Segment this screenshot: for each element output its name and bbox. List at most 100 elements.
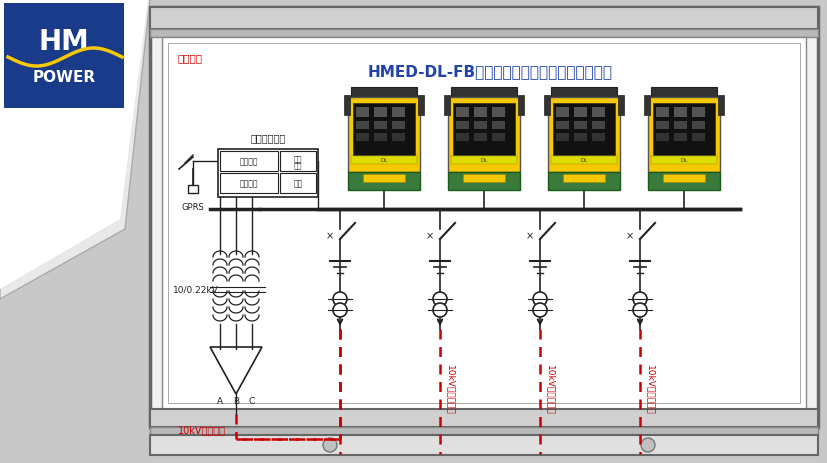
Text: DL: DL xyxy=(480,158,487,163)
Bar xyxy=(456,108,468,118)
Bar xyxy=(547,173,619,191)
Bar xyxy=(662,175,704,182)
Circle shape xyxy=(433,303,447,317)
Bar xyxy=(518,96,523,116)
Bar xyxy=(220,152,278,172)
Bar xyxy=(451,156,516,165)
Bar xyxy=(280,152,316,172)
Bar xyxy=(473,108,486,118)
Bar xyxy=(374,134,386,142)
Text: 10/0.22kV: 10/0.22kV xyxy=(173,285,218,294)
Bar xyxy=(543,96,549,116)
Bar xyxy=(150,8,817,427)
Bar xyxy=(352,104,414,156)
Circle shape xyxy=(332,303,347,317)
Bar xyxy=(356,134,369,142)
Circle shape xyxy=(632,292,646,307)
Bar xyxy=(491,108,504,118)
Bar xyxy=(648,173,719,191)
Bar xyxy=(648,98,719,173)
Bar xyxy=(552,104,614,156)
Bar xyxy=(452,104,514,156)
Bar xyxy=(655,134,668,142)
Bar xyxy=(391,108,404,118)
Bar xyxy=(691,134,704,142)
Bar xyxy=(356,122,369,130)
Bar xyxy=(555,122,568,130)
Bar xyxy=(150,427,817,435)
Text: HM: HM xyxy=(39,28,89,56)
Bar xyxy=(462,175,504,182)
Bar xyxy=(356,108,369,118)
Bar xyxy=(343,96,350,116)
Text: 输出: 输出 xyxy=(294,163,302,169)
Text: 10kV电缆进线路: 10kV电缆进线路 xyxy=(545,364,554,414)
Text: A: A xyxy=(217,397,222,406)
Bar xyxy=(643,96,649,116)
Bar xyxy=(717,96,723,116)
Bar xyxy=(550,88,616,98)
Bar xyxy=(447,173,519,191)
Bar xyxy=(673,134,686,142)
Bar xyxy=(650,88,716,98)
Bar xyxy=(691,108,704,118)
Bar xyxy=(655,108,668,118)
Bar xyxy=(443,96,449,116)
Polygon shape xyxy=(0,0,150,300)
Bar xyxy=(391,122,404,130)
Bar xyxy=(362,175,404,182)
Text: 10kV电缆进线路: 10kV电缆进线路 xyxy=(445,364,454,414)
Bar xyxy=(555,134,568,142)
Text: ×: × xyxy=(326,231,333,240)
Bar xyxy=(150,8,817,30)
Bar xyxy=(162,38,805,409)
Text: ×: × xyxy=(525,231,533,240)
Text: 10kV电缆进线路: 10kV电缆进线路 xyxy=(645,364,653,414)
Text: 后备电源: 后备电源 xyxy=(240,157,258,166)
Bar xyxy=(473,122,486,130)
Bar xyxy=(351,88,417,98)
Bar xyxy=(456,134,468,142)
Bar xyxy=(555,108,568,118)
Bar xyxy=(188,186,198,194)
Circle shape xyxy=(533,303,547,317)
Bar xyxy=(491,134,504,142)
Bar xyxy=(591,108,605,118)
Polygon shape xyxy=(0,0,148,289)
Bar xyxy=(573,108,586,118)
Bar xyxy=(562,175,605,182)
Text: ×: × xyxy=(625,231,633,240)
Bar xyxy=(573,122,586,130)
Text: B: B xyxy=(232,397,239,406)
Bar xyxy=(573,134,586,142)
Bar xyxy=(473,134,486,142)
Bar xyxy=(691,122,704,130)
Bar xyxy=(653,104,715,156)
Text: 交流输入: 交流输入 xyxy=(240,179,258,188)
Bar xyxy=(347,173,419,191)
Text: DL: DL xyxy=(580,158,587,163)
Bar xyxy=(150,409,817,427)
Bar xyxy=(650,156,716,165)
Bar xyxy=(418,96,423,116)
Bar xyxy=(150,435,817,455)
Bar xyxy=(391,134,404,142)
Text: 直流: 直流 xyxy=(294,156,302,162)
Bar xyxy=(547,98,619,173)
Circle shape xyxy=(332,292,347,307)
Bar xyxy=(150,30,817,38)
Circle shape xyxy=(433,292,447,307)
Text: 输出: 输出 xyxy=(293,179,302,188)
Bar xyxy=(347,98,419,173)
Circle shape xyxy=(640,438,654,452)
Circle shape xyxy=(632,303,646,317)
Text: C: C xyxy=(249,397,255,406)
Bar xyxy=(491,122,504,130)
Text: 10kV电缆进线: 10kV电缆进线 xyxy=(178,424,226,434)
Bar xyxy=(168,44,799,403)
Bar xyxy=(550,156,616,165)
Text: GPRS: GPRS xyxy=(181,202,204,212)
Bar xyxy=(374,108,386,118)
Text: HMED-DL-FB型电气接线示意图（户外分布型）: HMED-DL-FB型电气接线示意图（户外分布型） xyxy=(367,64,612,79)
Circle shape xyxy=(323,438,337,452)
